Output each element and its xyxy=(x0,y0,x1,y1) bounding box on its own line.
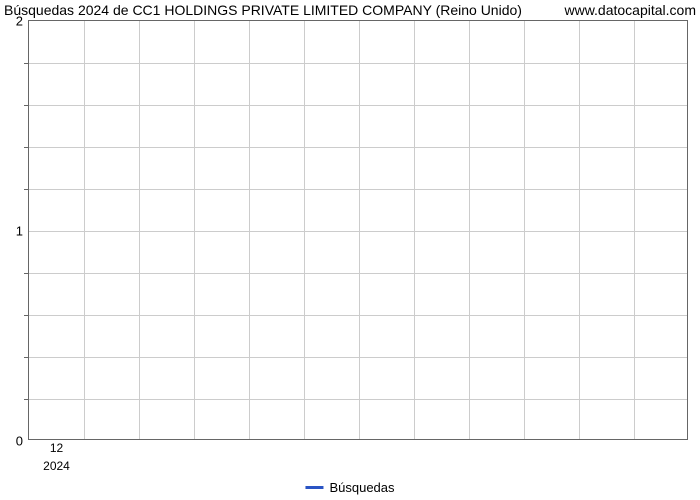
gridline-horizontal xyxy=(29,273,687,274)
gridline-vertical xyxy=(359,21,360,439)
gridline-vertical xyxy=(194,21,195,439)
gridline-horizontal xyxy=(29,63,687,64)
y-axis-minor-tick xyxy=(24,189,29,190)
gridline-horizontal xyxy=(29,189,687,190)
chart-title: Búsquedas 2024 de CC1 HOLDINGS PRIVATE L… xyxy=(4,2,522,18)
y-axis-tick-label: 1 xyxy=(16,224,23,239)
gridline-vertical xyxy=(414,21,415,439)
gridline-horizontal xyxy=(29,315,687,316)
gridline-horizontal xyxy=(29,105,687,106)
y-axis-minor-tick xyxy=(24,357,29,358)
gridline-vertical xyxy=(84,21,85,439)
y-axis-minor-tick xyxy=(24,147,29,148)
gridline-horizontal xyxy=(29,399,687,400)
y-axis-tick-label: 0 xyxy=(16,434,23,449)
gridline-horizontal xyxy=(29,357,687,358)
plot-area: 012122024 xyxy=(28,20,688,440)
gridline-vertical xyxy=(469,21,470,439)
gridline-vertical xyxy=(139,21,140,439)
gridline-horizontal xyxy=(29,147,687,148)
y-axis-minor-tick xyxy=(24,399,29,400)
y-axis-minor-tick xyxy=(24,315,29,316)
chart-title-row: Búsquedas 2024 de CC1 HOLDINGS PRIVATE L… xyxy=(4,2,696,18)
y-axis-tick-label: 2 xyxy=(16,14,23,29)
legend: Búsquedas xyxy=(305,480,394,495)
y-axis-minor-tick xyxy=(24,63,29,64)
gridline-vertical xyxy=(249,21,250,439)
y-axis-minor-tick xyxy=(24,105,29,106)
gridline-vertical xyxy=(579,21,580,439)
x-axis-year-label: 2024 xyxy=(43,459,70,473)
gridline-vertical xyxy=(524,21,525,439)
gridline-horizontal xyxy=(29,231,687,232)
gridline-vertical xyxy=(634,21,635,439)
chart-source-url: www.datocapital.com xyxy=(564,2,696,18)
y-axis-minor-tick xyxy=(24,273,29,274)
legend-label: Búsquedas xyxy=(329,480,394,495)
x-axis-tick-label: 12 xyxy=(50,442,63,456)
legend-swatch xyxy=(305,486,323,489)
chart-root: Búsquedas 2024 de CC1 HOLDINGS PRIVATE L… xyxy=(0,0,700,500)
gridline-vertical xyxy=(304,21,305,439)
